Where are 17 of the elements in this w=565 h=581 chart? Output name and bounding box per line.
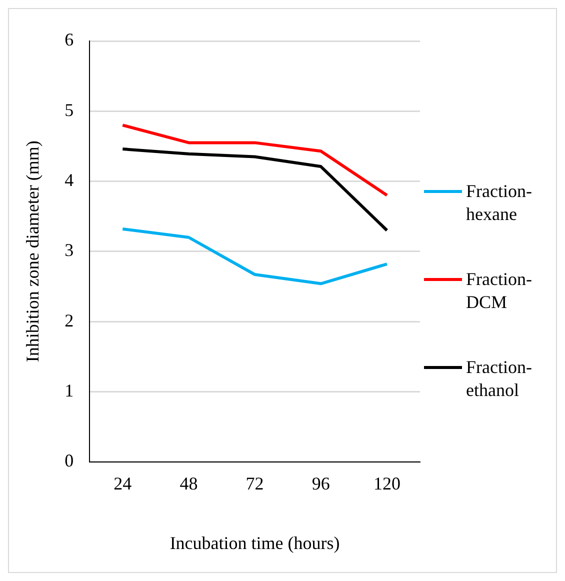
y-tick-label: 3: [64, 240, 74, 260]
x-axis-title: Incubation time (hours): [170, 532, 340, 553]
x-tick-label: 72: [246, 473, 264, 494]
y-tick-label: 0: [64, 450, 74, 471]
y-tick-label: 4: [64, 170, 74, 190]
y-tick-label: 6: [64, 30, 74, 50]
x-tick-label: 48: [180, 473, 198, 494]
legend-label: Fraction-hexane: [466, 180, 533, 226]
x-tick-label: 24: [114, 473, 132, 494]
legend-label: Fraction-ethanol: [466, 356, 533, 402]
y-axis-title: Inhibition zone diameter (mm): [22, 140, 43, 362]
legend-label: Fraction-DCM: [466, 268, 533, 314]
y-tick-label: 2: [64, 310, 74, 330]
x-tick-label: 96: [312, 473, 330, 494]
x-tick-label: 120: [373, 473, 400, 494]
y-tick-label: 1: [64, 380, 74, 400]
y-tick-label: 5: [64, 100, 74, 120]
